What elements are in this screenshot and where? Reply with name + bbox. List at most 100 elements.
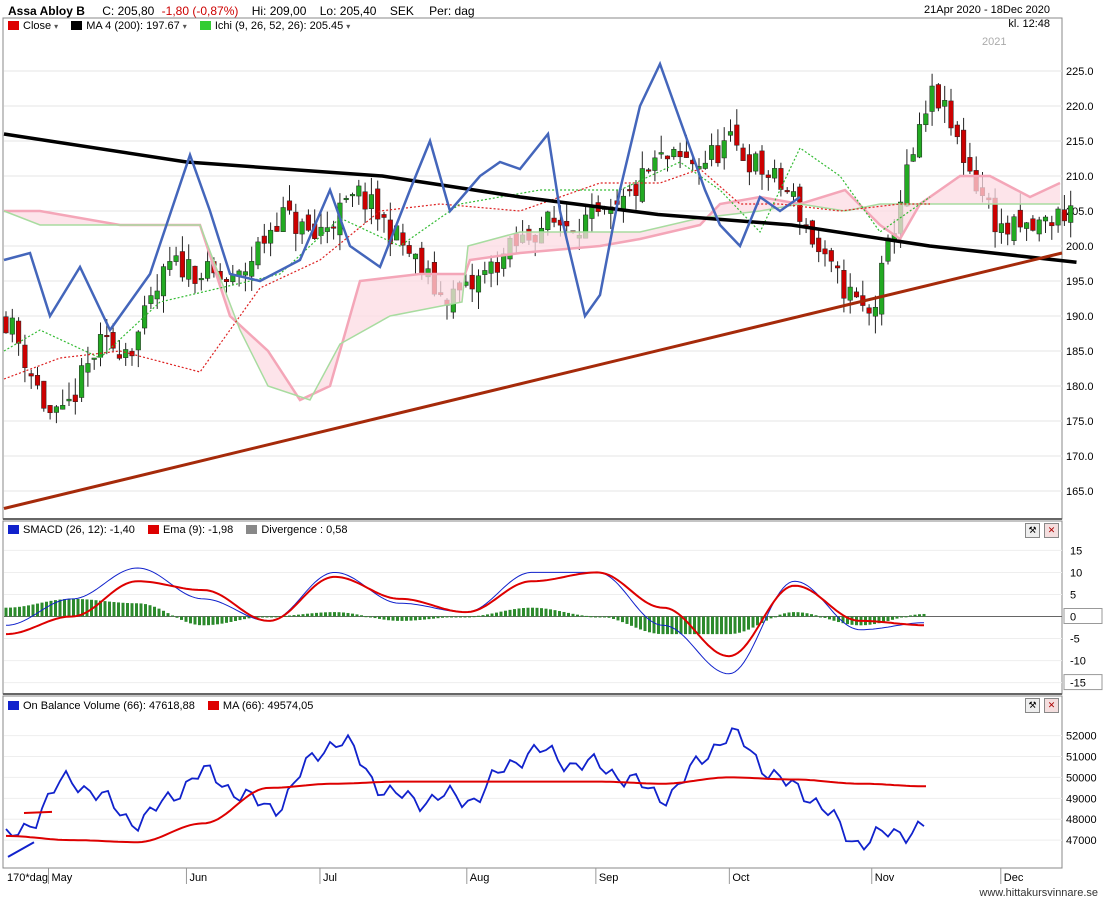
divergence-bar <box>468 616 471 618</box>
close-icon[interactable]: ✕ <box>1044 698 1059 713</box>
ichimoku-kijun <box>3 147 931 359</box>
divergence-bar <box>589 616 593 618</box>
y-tick-label: -10 <box>1070 656 1086 668</box>
divergence-bar <box>153 606 156 617</box>
candle-body <box>916 124 923 158</box>
candle-body <box>28 373 34 377</box>
candle-body <box>1068 205 1074 223</box>
divergence-bar <box>657 616 660 634</box>
divergence-bar <box>337 612 341 617</box>
divergence-bar <box>666 616 669 635</box>
candle-body <box>784 190 790 193</box>
divergence-bar <box>306 613 309 617</box>
divergence-bar <box>360 615 363 617</box>
divergence-bar <box>409 616 413 621</box>
divergence-bar <box>486 614 489 617</box>
candle-body <box>778 168 784 190</box>
chevron-down-icon[interactable]: ▾ <box>182 22 187 31</box>
settings-icon[interactable]: ⚒ <box>1025 698 1040 713</box>
y-tick-label: 51000 <box>1066 752 1097 764</box>
legend-obv[interactable]: On Balance Volume (66): 47618,88 <box>8 700 195 712</box>
divergence-bar <box>477 615 480 617</box>
divergence-bar <box>288 615 291 617</box>
divergence-bar <box>94 600 98 617</box>
divergence-bar <box>207 616 210 626</box>
y-tick-label: -15 <box>1070 678 1086 690</box>
candle-body <box>406 245 412 254</box>
divergence-bar <box>567 612 570 617</box>
y-tick-label: 47000 <box>1066 835 1097 847</box>
divergence-bar <box>621 616 624 623</box>
divergence-bar <box>225 616 228 623</box>
divergence-bar <box>571 613 575 617</box>
candle-body <box>104 335 110 338</box>
candle-body <box>419 247 425 274</box>
divergence-bar <box>378 616 381 619</box>
divergence-bar <box>738 616 741 633</box>
divergence-bar <box>112 602 116 617</box>
divergence-bar <box>504 610 507 617</box>
legend-ichimoku[interactable]: Ichi (9, 26, 52, 26): 205.45 ▾ <box>199 20 351 32</box>
legend-swatch <box>246 525 258 534</box>
divergence-bar <box>814 615 818 617</box>
candle-body <box>3 316 9 334</box>
divergence-bar <box>234 616 237 622</box>
candle-body <box>727 131 734 136</box>
divergence-bar <box>742 616 746 632</box>
legend-ma200[interactable]: MA 4 (200): 197.67 ▾ <box>71 20 187 32</box>
candle-body <box>683 151 689 158</box>
divergence-bar <box>427 616 431 620</box>
year-marker-label: 2021 <box>982 36 1007 48</box>
divergence-bar <box>126 603 129 617</box>
divergence-bar <box>418 616 422 620</box>
divergence-bar <box>189 616 192 624</box>
divergence-bar <box>684 616 687 635</box>
y-tick-label: -5 <box>1070 634 1080 646</box>
settings-icon[interactable]: ⚒ <box>1025 523 1040 538</box>
legend-obv-ma[interactable]: MA (66): 49574,05 <box>207 700 313 712</box>
candle-body <box>910 154 916 162</box>
divergence-bar <box>400 616 404 621</box>
divergence-bar <box>211 616 215 625</box>
chevron-down-icon[interactable]: ▾ <box>54 22 59 31</box>
candle-body <box>822 248 828 255</box>
divergence-bar <box>139 603 143 617</box>
divergence-bar <box>283 615 287 617</box>
divergence-bar <box>99 600 102 617</box>
divergence-bar <box>801 612 804 617</box>
divergence-bar <box>715 616 719 635</box>
candle-body <box>9 317 15 335</box>
y-tick-label: 195.0 <box>1066 276 1094 288</box>
legend-close[interactable]: Close ▾ <box>8 20 58 32</box>
chevron-down-icon[interactable]: ▾ <box>346 22 351 31</box>
candle-body <box>633 184 639 196</box>
candle-body <box>904 164 910 207</box>
candle-body <box>192 265 198 284</box>
candle-body <box>746 154 752 173</box>
divergence-bar <box>333 612 336 617</box>
close-icon[interactable]: ✕ <box>1044 523 1059 538</box>
legend-divergence[interactable]: Divergence : 0,58 <box>246 524 348 536</box>
divergence-bar <box>837 616 840 623</box>
divergence-bar <box>724 616 728 635</box>
candle-body <box>135 331 141 351</box>
divergence-bar <box>193 616 197 625</box>
candle-body <box>362 191 368 210</box>
candle-body <box>110 332 116 349</box>
divergence-bar <box>670 616 674 635</box>
divergence-bar <box>769 616 773 619</box>
legend-smacd[interactable]: SMACD (26, 12): -1,40 <box>8 524 135 536</box>
divergence-bar <box>747 616 750 630</box>
obv-line <box>5 727 925 851</box>
candle-body <box>639 168 645 202</box>
divergence-bar <box>594 616 597 618</box>
candle-body <box>356 185 362 197</box>
legend-ema[interactable]: Ema (9): -1,98 <box>147 524 233 536</box>
legend-swatch <box>8 701 19 710</box>
candle-body <box>475 275 482 293</box>
candle-body <box>60 405 66 410</box>
watermark: www.hittakursvinnare.se <box>979 887 1098 899</box>
divergence-bar <box>832 616 836 621</box>
divergence-bar <box>4 607 8 617</box>
x-tick-label: Jun <box>189 872 207 884</box>
